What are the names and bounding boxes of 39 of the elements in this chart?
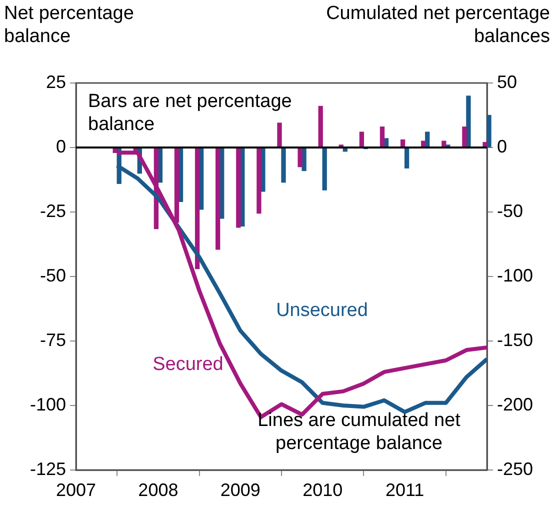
bar [404,148,410,168]
y-tick-label: -50 [40,265,66,286]
y2-tick-label: -150 [497,330,534,350]
y2-tick-label: -50 [497,200,524,221]
bar [318,106,323,148]
bar [236,148,241,228]
annotation: Lines are cumulated net percentage balance [258,410,462,454]
y2-tick-label: -100 [497,265,534,286]
bar [322,148,327,190]
annotation: Bars are net percentage balance [88,91,292,135]
y-tick-label: -100 [30,394,66,414]
bar [298,148,302,168]
y2-tick-label: 0 [497,136,508,156]
x-tick-label: 2009 [220,480,260,500]
y-tick-label: -75 [40,330,66,350]
y2-tick-label: -250 [497,458,534,479]
x-tick-label: 2007 [56,480,96,500]
series-label: Secured [152,354,224,375]
x-tick-label: 2010 [302,480,343,500]
y-tick-label: -25 [40,200,66,221]
bar [466,96,471,148]
bar [277,122,282,148]
x-tick-label: 2008 [138,480,178,500]
bar [462,126,467,148]
x-tick-label: 2011 [385,480,424,500]
bar [486,114,492,148]
bar [359,132,364,148]
y-axis-title: Net percentage balance [4,2,135,48]
series-label: Unsecured [276,300,368,321]
bar [256,148,262,214]
bar [380,126,385,148]
bar [216,148,220,250]
bar [281,148,286,183]
y-tick-label: -125 [30,458,66,479]
y2-axis-title: Cumulated net percentage balances [325,2,550,48]
y2-tick-label: -200 [497,394,534,414]
y-tick-label: 0 [56,136,66,156]
y2-tick-label: 50 [497,72,518,92]
y-tick-label: 25 [46,72,66,92]
